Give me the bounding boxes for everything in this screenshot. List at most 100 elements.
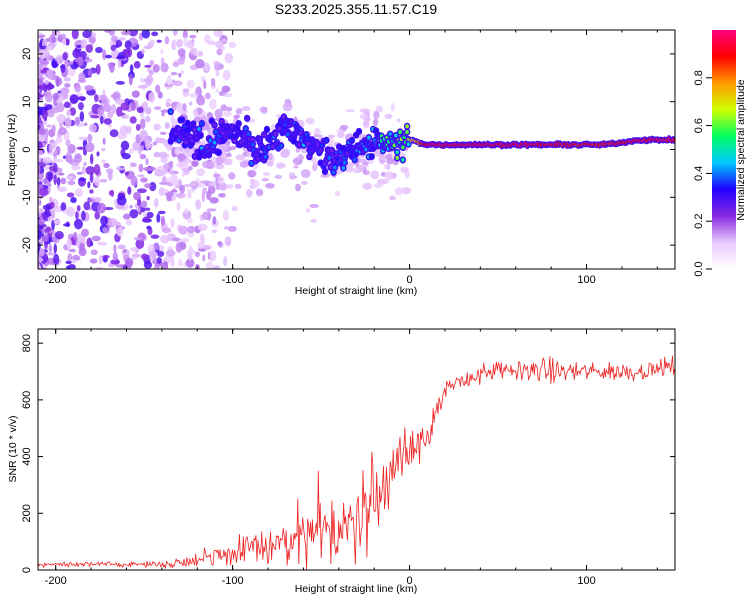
spectral-blob [38, 31, 43, 36]
spectral-blob [197, 50, 204, 57]
spectral-blob [235, 108, 243, 115]
spectral-blob [102, 226, 109, 234]
colorbar-ticks: 0.0 0.2 0.4 0.6 0.8 [693, 70, 712, 277]
spectral-blob [373, 149, 381, 157]
spectral-blob [205, 261, 214, 269]
spectral-blob [195, 199, 202, 210]
spectral-blob [53, 219, 60, 225]
spectral-blob [202, 244, 212, 251]
spectral-blob [81, 38, 87, 49]
spectral-blob [213, 265, 220, 269]
spectral-blob [38, 91, 41, 101]
spectral-blob [62, 38, 67, 46]
spectral-blob [215, 88, 219, 93]
spectral-blob [189, 93, 198, 98]
spectral-blob [118, 37, 126, 41]
spectral-blob [52, 92, 59, 101]
spectral-ridge-core [185, 121, 190, 126]
spectral-blob [85, 166, 95, 175]
spectral-blob [372, 118, 379, 127]
spectral-blob [156, 250, 165, 257]
spectral-ridge-core [406, 142, 411, 147]
spectral-ridge-core [395, 155, 399, 160]
spectral-blob [170, 178, 177, 185]
spectral-blob [38, 229, 42, 240]
spectral-blob [241, 106, 251, 111]
spectral-blob [222, 70, 231, 81]
spectral-blob [89, 189, 94, 194]
spectral-ridge-core [330, 148, 334, 153]
spectral-blob [170, 72, 178, 76]
spectral-blob [389, 195, 396, 201]
spectral-blob [313, 134, 321, 138]
spectral-blob [51, 60, 58, 69]
spectral-blob [160, 156, 168, 164]
spectral-blob [130, 175, 138, 187]
spectral-blob [174, 184, 181, 189]
spectral-blob [373, 110, 380, 120]
spectral-ridge-core [286, 132, 290, 137]
spectral-blob [90, 241, 94, 247]
spectral-blob [109, 129, 119, 138]
spectral-blob [214, 61, 219, 71]
spectral-ridge-core [197, 155, 201, 160]
spectral-blob [184, 208, 189, 214]
spectral-blob [194, 108, 198, 120]
spectral-blob [74, 153, 82, 164]
spectral-blob [152, 141, 158, 146]
spectral-blob [345, 165, 354, 173]
spectral-blob [56, 176, 61, 186]
spectral-blob [55, 77, 63, 86]
spectral-blob [93, 176, 101, 187]
spectral-blob [130, 101, 136, 112]
spectral-blob [131, 90, 140, 98]
spectral-blob [109, 62, 115, 73]
spectral-blob [183, 158, 193, 164]
spectral-blob [62, 209, 73, 214]
spectral-ridge-core [184, 140, 189, 145]
spectral-blob [161, 188, 169, 194]
spectral-blob [275, 161, 286, 170]
spectral-blob [194, 251, 200, 258]
spectral-blob [107, 170, 113, 181]
spectral-blob [150, 234, 160, 239]
spectral-blob [199, 233, 205, 243]
spectral-blob [146, 211, 154, 219]
spectral-blob [56, 114, 66, 124]
spectral-ridge-core [187, 126, 191, 131]
spectral-blob [170, 256, 175, 268]
spectral-blob [53, 174, 57, 186]
spectral-blob [178, 258, 183, 267]
spectral-blob [176, 202, 181, 211]
spectral-blob [190, 47, 197, 55]
spectral-blob [62, 52, 68, 61]
spectral-blob [197, 241, 205, 249]
spectral-blob [305, 117, 315, 125]
spectral-blob [63, 101, 71, 109]
spectral-ridge-core [192, 127, 197, 132]
spectral-blob [76, 205, 81, 212]
spectral-blob [310, 219, 317, 223]
spectral-blob [217, 241, 223, 246]
spectral-blob [151, 31, 159, 37]
spectral-blob [183, 183, 191, 188]
spectral-blob [136, 106, 144, 114]
spectral-blob [103, 118, 112, 125]
spectral-ridge-core [180, 117, 184, 122]
spectral-blob [117, 57, 122, 68]
spectral-ridge-core [217, 134, 221, 139]
spectral-ridge-core [343, 160, 347, 165]
spectral-blob [394, 186, 403, 196]
spectral-ridge-core [197, 126, 201, 131]
snr-frame [37, 328, 676, 571]
spectral-blob [69, 94, 79, 104]
spectral-blob [144, 183, 152, 189]
spectral-blob [216, 48, 223, 56]
spectral-blob [215, 156, 226, 164]
spectral-blob [182, 103, 187, 112]
x-tick-label: -100 [222, 575, 244, 587]
spectral-blob [102, 254, 110, 259]
spectral-blob [96, 151, 100, 157]
spectral-blob [153, 198, 159, 208]
spectral-blob [38, 254, 42, 263]
